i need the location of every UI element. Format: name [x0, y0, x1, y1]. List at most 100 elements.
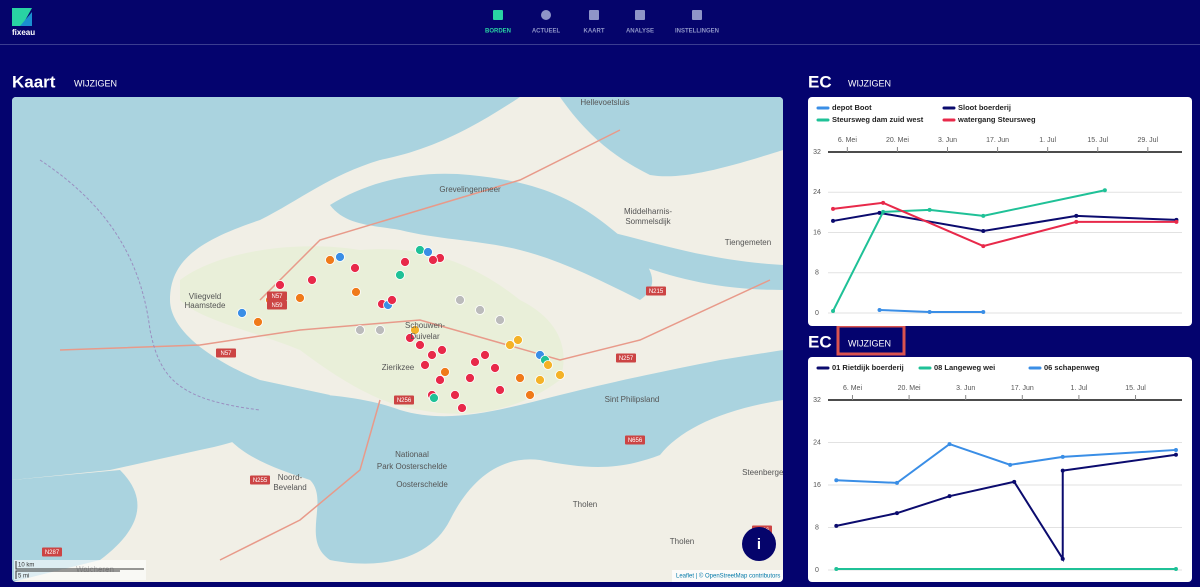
nav-item[interactable]: BORDEN	[485, 10, 511, 35]
map-marker[interactable]	[495, 385, 505, 395]
map-marker[interactable]	[395, 270, 405, 280]
nav-icon	[493, 10, 503, 20]
data-point	[1008, 462, 1013, 467]
map-marker[interactable]	[455, 295, 465, 305]
data-point	[881, 200, 886, 205]
map-water	[600, 230, 783, 290]
map-marker[interactable]	[423, 247, 433, 257]
map-marker[interactable]	[465, 373, 475, 383]
road-shield	[267, 300, 287, 310]
map-marker[interactable]	[435, 375, 445, 385]
map-marker[interactable]	[415, 245, 425, 255]
legend-item[interactable]: depot Boot	[816, 103, 872, 112]
legend-item[interactable]: 06 schapenweg	[1028, 363, 1100, 372]
place-label: Schouwen-	[405, 321, 445, 330]
panel-title: Kaart	[12, 72, 56, 91]
map-marker[interactable]	[325, 255, 335, 265]
map-marker[interactable]	[350, 263, 360, 273]
data-point	[834, 523, 839, 528]
place-label: Middelharnis-	[624, 207, 672, 216]
map-marker[interactable]	[515, 373, 525, 383]
top-bar	[0, 0, 1200, 44]
map-marker[interactable]	[505, 340, 515, 350]
map-marker[interactable]	[495, 315, 505, 325]
logo-text: fixeau	[12, 28, 35, 37]
map-marker[interactable]	[405, 333, 415, 343]
map-marker[interactable]	[457, 403, 467, 413]
x-tick-label: 1. Jul	[1039, 137, 1056, 144]
map-water	[230, 350, 783, 564]
road-label: N57	[220, 351, 232, 357]
nav-item[interactable]: ANALYSE	[626, 10, 654, 35]
map-marker[interactable]	[410, 325, 420, 335]
map-marker[interactable]	[440, 367, 450, 377]
map-marker[interactable]	[429, 393, 439, 403]
map-marker[interactable]	[525, 390, 535, 400]
edit-button[interactable]: WIJZIGEN	[74, 78, 117, 88]
map-marker[interactable]	[480, 350, 490, 360]
map-marker[interactable]	[543, 360, 553, 370]
attribution[interactable]: Leaflet | © OpenStreetMap contributors	[676, 573, 780, 580]
place-label: Noord-	[278, 473, 303, 482]
data-point	[1060, 556, 1065, 561]
map-marker[interactable]	[355, 325, 365, 335]
data-point	[981, 309, 986, 314]
map-marker[interactable]	[295, 293, 305, 303]
logo[interactable]: fixeau	[12, 8, 35, 37]
legend-item[interactable]: 01 Rietdijk boerderij	[816, 363, 904, 372]
map-marker[interactable]	[475, 305, 485, 315]
info-button[interactable]	[742, 527, 776, 561]
map-marker[interactable]	[513, 335, 523, 345]
nav-item[interactable]: KAART	[584, 10, 605, 35]
map-marker[interactable]	[428, 255, 438, 265]
map-marker[interactable]	[387, 295, 397, 305]
map-marker[interactable]	[400, 257, 410, 267]
nav-item[interactable]: ACTUEEL	[532, 10, 561, 35]
place-label: Haamstede	[185, 301, 226, 310]
map-marker[interactable]	[275, 280, 285, 290]
road-shield	[646, 286, 666, 296]
map-marker[interactable]	[450, 390, 460, 400]
map-marker[interactable]	[427, 350, 437, 360]
map-marker[interactable]	[351, 287, 361, 297]
map-marker[interactable]	[437, 345, 447, 355]
data-point	[1173, 566, 1178, 571]
edit-button[interactable]: WIJZIGEN	[848, 78, 891, 88]
map-marker[interactable]	[470, 357, 480, 367]
legend-item[interactable]: Sloot boerderij	[942, 103, 1011, 112]
scale-label: 5 mi	[18, 574, 29, 580]
place-label: Zierikzee	[382, 363, 415, 372]
info-icon: i	[757, 536, 761, 553]
map-marker[interactable]	[420, 360, 430, 370]
map-marker[interactable]	[415, 340, 425, 350]
y-tick-label: 32	[813, 397, 821, 404]
data-point	[834, 478, 839, 483]
panel-title: EC	[808, 332, 832, 351]
map-road	[59, 279, 771, 361]
nav-item[interactable]: INSTELLINGEN	[675, 10, 719, 35]
map-water	[12, 97, 520, 480]
legend-item[interactable]: Steursweg dam zuid west	[816, 115, 924, 124]
map-marker[interactable]	[555, 370, 565, 380]
map-marker[interactable]	[237, 308, 247, 318]
data-point	[1074, 213, 1079, 218]
map-marker[interactable]	[335, 252, 345, 262]
legend-item[interactable]: 08 Langeweg wei	[918, 363, 995, 372]
map-marker[interactable]	[535, 375, 545, 385]
map-marker[interactable]	[375, 325, 385, 335]
legend-item[interactable]: watergang Steursweg	[942, 115, 1036, 124]
map-marker[interactable]	[307, 275, 317, 285]
map[interactable]: Hellevoetsluis Grevelingenmeer Middelharni…	[12, 97, 788, 582]
edit-button[interactable]: WIJZIGEN	[848, 338, 891, 348]
road-label: N656	[628, 438, 643, 444]
map-marker[interactable]	[490, 363, 500, 373]
x-tick-label: 17. Jun	[986, 137, 1009, 144]
map-marker[interactable]	[253, 317, 263, 327]
y-tick-label: 24	[813, 439, 821, 446]
legend-label: 01 Rietdijk boerderij	[832, 363, 904, 372]
road-shield	[267, 291, 287, 301]
data-point	[881, 209, 886, 214]
data-point	[834, 566, 839, 571]
x-tick-label: 3. Jun	[938, 137, 957, 144]
